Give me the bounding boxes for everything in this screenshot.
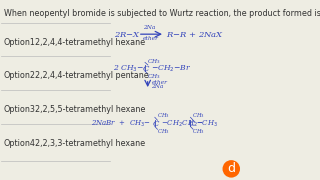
Text: C: C [188, 120, 195, 128]
Text: 2,2,5,5-tetramethyl hexane: 2,2,5,5-tetramethyl hexane [35, 105, 145, 114]
Text: CH$_3$: CH$_3$ [147, 72, 161, 81]
Text: C: C [143, 65, 149, 73]
Text: 2R$-$X: 2R$-$X [115, 30, 141, 39]
Text: $-$CH$_2$CH$_2$$-$: $-$CH$_2$CH$_2$$-$ [161, 119, 204, 129]
Text: 2NaBr  +  CH$_3$$-$: 2NaBr + CH$_3$$-$ [91, 119, 151, 129]
Text: ether: ether [143, 36, 159, 40]
Text: R$-$R + 2NaX: R$-$R + 2NaX [166, 30, 224, 39]
Text: Option2: Option2 [4, 71, 36, 80]
Text: 2 CH$_3$$-$: 2 CH$_3$$-$ [113, 64, 144, 74]
Text: $-$CH$_3$: $-$CH$_3$ [196, 119, 219, 129]
Text: 2Na: 2Na [151, 84, 164, 89]
Text: Option3: Option3 [4, 105, 36, 114]
Text: $-$CH$_2$$-$Br: $-$CH$_2$$-$Br [151, 64, 192, 74]
Text: CH$_3$: CH$_3$ [147, 57, 161, 66]
Text: CH$_3$: CH$_3$ [192, 111, 205, 120]
Text: CH$_3$: CH$_3$ [157, 127, 170, 136]
Text: 2Na: 2Na [143, 26, 156, 30]
Text: d: d [227, 162, 235, 175]
Text: ether: ether [151, 80, 167, 86]
Text: CH$_3$: CH$_3$ [192, 127, 205, 136]
Text: When neopentyl bromide is subjected to Wurtz reaction, the product formed is: When neopentyl bromide is subjected to W… [4, 9, 320, 18]
Text: Option1: Option1 [4, 38, 36, 47]
Text: C: C [153, 120, 159, 128]
Text: 2,2,4,4-tetramethyl hexane: 2,2,4,4-tetramethyl hexane [35, 38, 145, 47]
Text: 2,2,4,4-tetramethyl pentane: 2,2,4,4-tetramethyl pentane [35, 71, 148, 80]
Text: CH$_3$: CH$_3$ [157, 111, 170, 120]
Text: 2,2,3,3-tetramethyl hexane: 2,2,3,3-tetramethyl hexane [35, 139, 145, 148]
Text: Option4: Option4 [4, 139, 36, 148]
